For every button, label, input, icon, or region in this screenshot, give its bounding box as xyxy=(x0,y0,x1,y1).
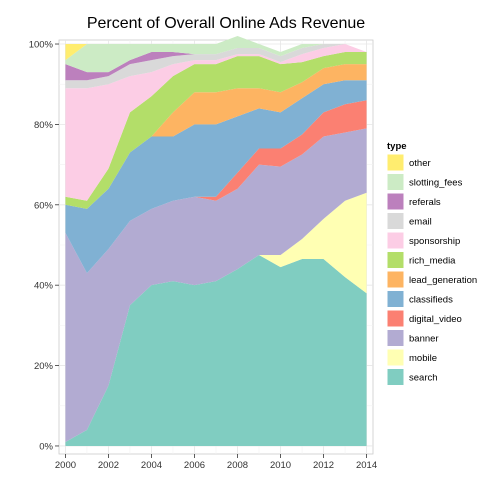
legend-key-banner xyxy=(386,329,405,347)
area-classifieds xyxy=(65,80,367,274)
x-tick-label: 2012 xyxy=(313,460,334,471)
y-axis: 0% 20% 40% 60% 80% 100% xyxy=(29,40,59,452)
legend-key-classifieds xyxy=(386,290,405,308)
y-tick-label: 80% xyxy=(34,120,54,131)
area-lead-generation xyxy=(65,64,367,209)
x-tick-label: 2002 xyxy=(98,460,119,471)
area-mobile xyxy=(65,192,367,442)
x-tick-label: 2010 xyxy=(270,460,291,471)
y-tick-label: 60% xyxy=(34,200,54,211)
legend-label-classifieds: classifieds xyxy=(409,295,453,306)
area-search xyxy=(65,255,367,446)
area-email xyxy=(65,44,367,89)
legend-label-lead-generation: lead_generation xyxy=(409,275,477,286)
legend-key-mobile xyxy=(386,348,405,367)
x-axis: 2000 2002 2004 2006 2008 2010 2012 2014 xyxy=(55,454,377,471)
area-digital-video xyxy=(65,100,367,274)
legend-label-banner: banner xyxy=(409,334,439,345)
legend-title: type xyxy=(387,141,407,152)
chart-title: Percent of Overall Online Ads Revenue xyxy=(87,15,365,32)
legend-key-referals xyxy=(386,192,405,211)
legend-key-other xyxy=(386,153,405,172)
area-rich-media xyxy=(65,52,367,209)
x-tick-label: 2006 xyxy=(184,460,205,471)
area-sponsorship xyxy=(65,44,367,201)
legend-key-rich-media xyxy=(386,251,405,269)
legend-label-other: other xyxy=(409,158,431,169)
area-referals xyxy=(65,44,367,81)
x-tick-label: 2004 xyxy=(141,460,162,471)
legend-key-sponsorship xyxy=(386,231,405,250)
x-tick-label: 2000 xyxy=(55,460,76,471)
legend-label-digital-video: digital_video xyxy=(409,314,462,325)
y-tick-label: 40% xyxy=(34,281,54,292)
y-tick-label: 0% xyxy=(39,441,53,452)
legend-label-rich-media: rich_media xyxy=(409,256,456,267)
area-slotting-fees xyxy=(65,35,367,73)
area-banner xyxy=(65,128,367,442)
legend-key-search xyxy=(386,368,405,386)
legend-label-email: email xyxy=(409,217,432,228)
legend-key-slotting-fees xyxy=(386,173,405,191)
legend-key-digital-video xyxy=(386,309,405,328)
x-tick-label: 2014 xyxy=(356,460,377,471)
legend-key-lead-generation xyxy=(386,270,405,289)
x-tick-label: 2008 xyxy=(227,460,248,471)
legend-label-slotting-fees: slotting_fees xyxy=(409,178,463,189)
legend-label-mobile: mobile xyxy=(409,353,437,364)
legend-label-sponsorship: sponsorship xyxy=(409,236,460,247)
y-tick-label: 100% xyxy=(29,40,54,51)
legend-label-referals: referals xyxy=(409,197,441,208)
y-tick-label: 20% xyxy=(34,361,54,372)
legend-key-email xyxy=(386,212,405,230)
legend-label-search: search xyxy=(409,373,438,384)
stacked-areas xyxy=(65,35,367,446)
